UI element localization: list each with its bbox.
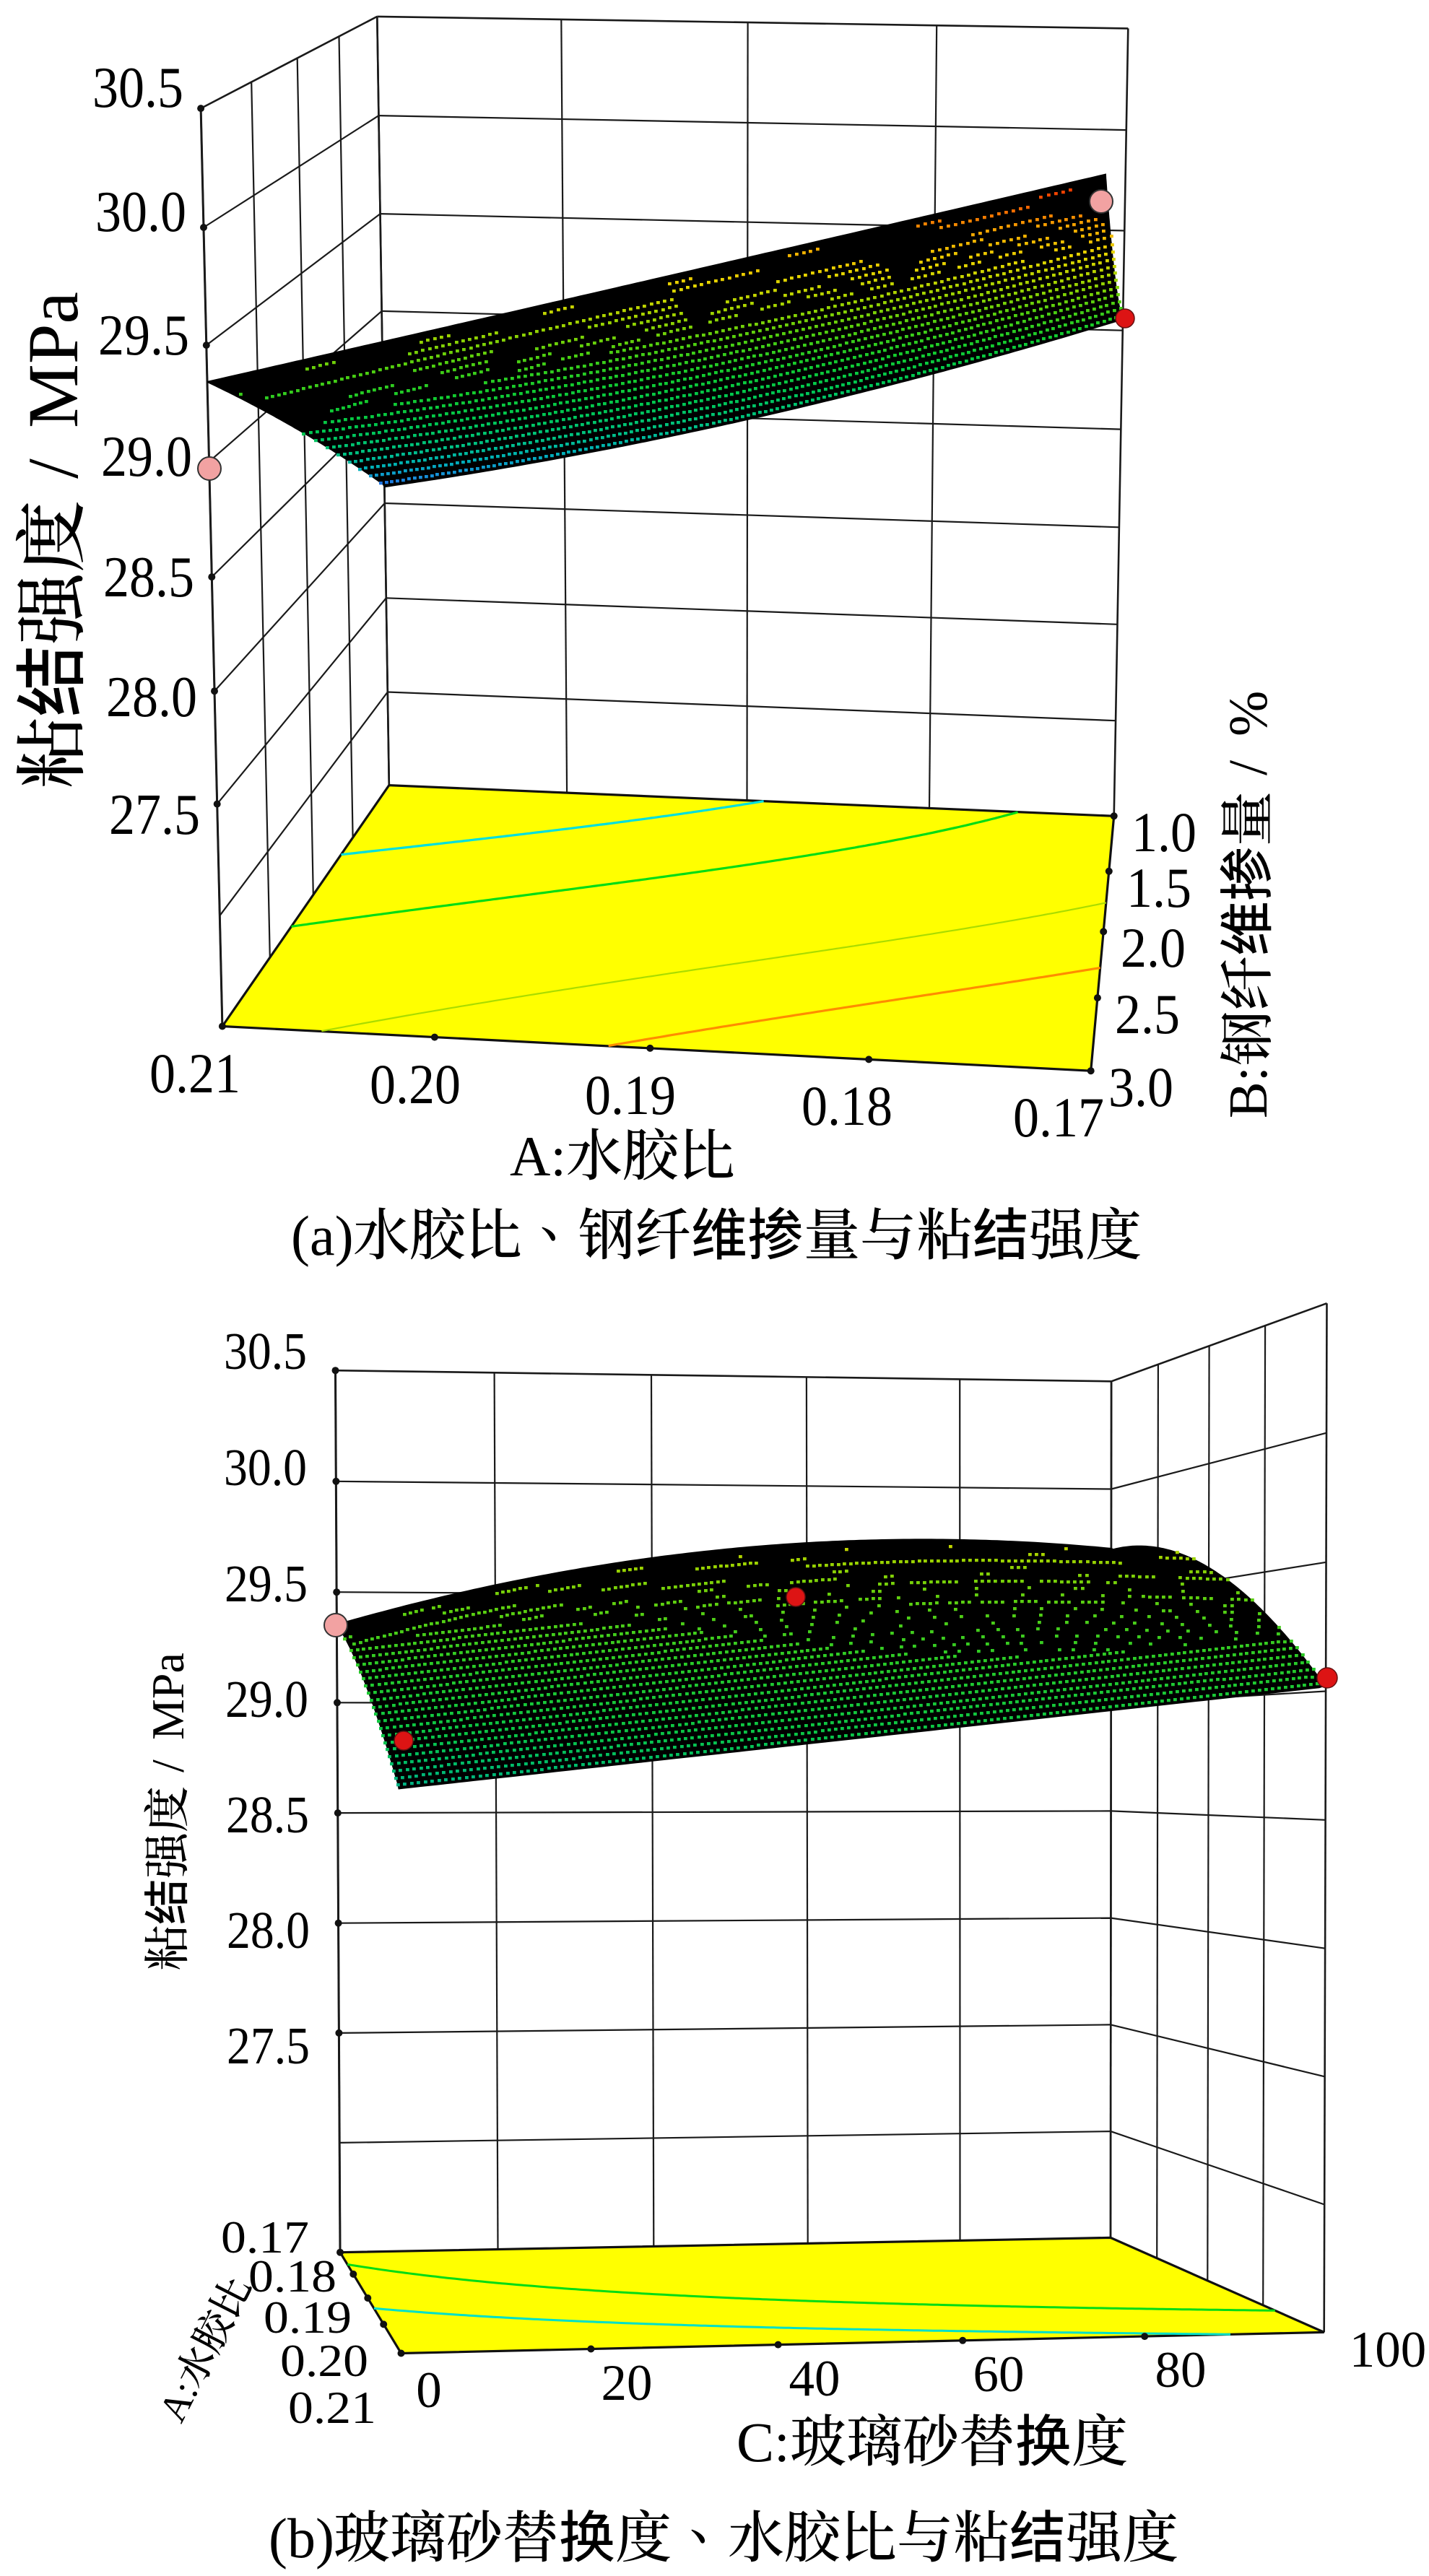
svg-text:27.5: 27.5 xyxy=(227,2016,310,2075)
svg-text:1.0: 1.0 xyxy=(1132,801,1196,863)
svg-text:2.5: 2.5 xyxy=(1115,983,1180,1045)
svg-text:(b): (b) xyxy=(269,2507,334,2570)
svg-text:2.0: 2.0 xyxy=(1121,916,1186,979)
svg-text:MPa: MPa xyxy=(142,1653,194,1740)
svg-text:C:: C: xyxy=(737,2411,790,2473)
svg-text:0.18: 0.18 xyxy=(802,1074,892,1137)
svg-text:0.19: 0.19 xyxy=(585,1063,676,1126)
svg-text:28.5: 28.5 xyxy=(226,1785,309,1844)
svg-text:(a): (a) xyxy=(291,1204,354,1267)
svg-text:29.5: 29.5 xyxy=(225,1554,308,1613)
svg-text:30.0: 30.0 xyxy=(95,180,186,244)
svg-text:0.20: 0.20 xyxy=(280,2335,368,2386)
svg-text:100: 100 xyxy=(1350,2322,1427,2378)
svg-text:/: / xyxy=(142,1759,194,1772)
svg-text:1.5: 1.5 xyxy=(1126,856,1191,919)
svg-text:29.0: 29.0 xyxy=(101,425,192,489)
svg-text:30.0: 30.0 xyxy=(224,1438,307,1497)
svg-text:3.0: 3.0 xyxy=(1108,1056,1173,1118)
svg-text:/: / xyxy=(13,458,93,479)
svg-text:27.5: 27.5 xyxy=(109,783,200,847)
svg-text:0: 0 xyxy=(416,2362,442,2419)
svg-text:%: % xyxy=(1218,691,1279,736)
svg-text:0.21: 0.21 xyxy=(288,2382,376,2433)
svg-text:30.5: 30.5 xyxy=(92,56,183,120)
svg-text:20: 20 xyxy=(601,2355,653,2411)
svg-text:30.5: 30.5 xyxy=(224,1322,307,1380)
svg-text:A:: A: xyxy=(510,1125,566,1188)
svg-text:28.0: 28.0 xyxy=(227,1901,310,1959)
svg-text:MPa: MPa xyxy=(13,292,93,428)
svg-text:0.17: 0.17 xyxy=(1013,1086,1104,1149)
svg-text:B:: B: xyxy=(1218,1066,1279,1118)
svg-text:60: 60 xyxy=(973,2346,1025,2403)
svg-text:29.5: 29.5 xyxy=(98,304,189,367)
svg-text:0.20: 0.20 xyxy=(370,1053,461,1115)
svg-text:28.5: 28.5 xyxy=(103,546,194,609)
svg-text:/: / xyxy=(1218,760,1279,775)
svg-text:80: 80 xyxy=(1155,2342,1207,2398)
svg-text:28.0: 28.0 xyxy=(106,666,197,729)
svg-text:40: 40 xyxy=(789,2351,841,2407)
svg-text:29.0: 29.0 xyxy=(225,1670,308,1728)
svg-text:0.21: 0.21 xyxy=(149,1042,240,1105)
